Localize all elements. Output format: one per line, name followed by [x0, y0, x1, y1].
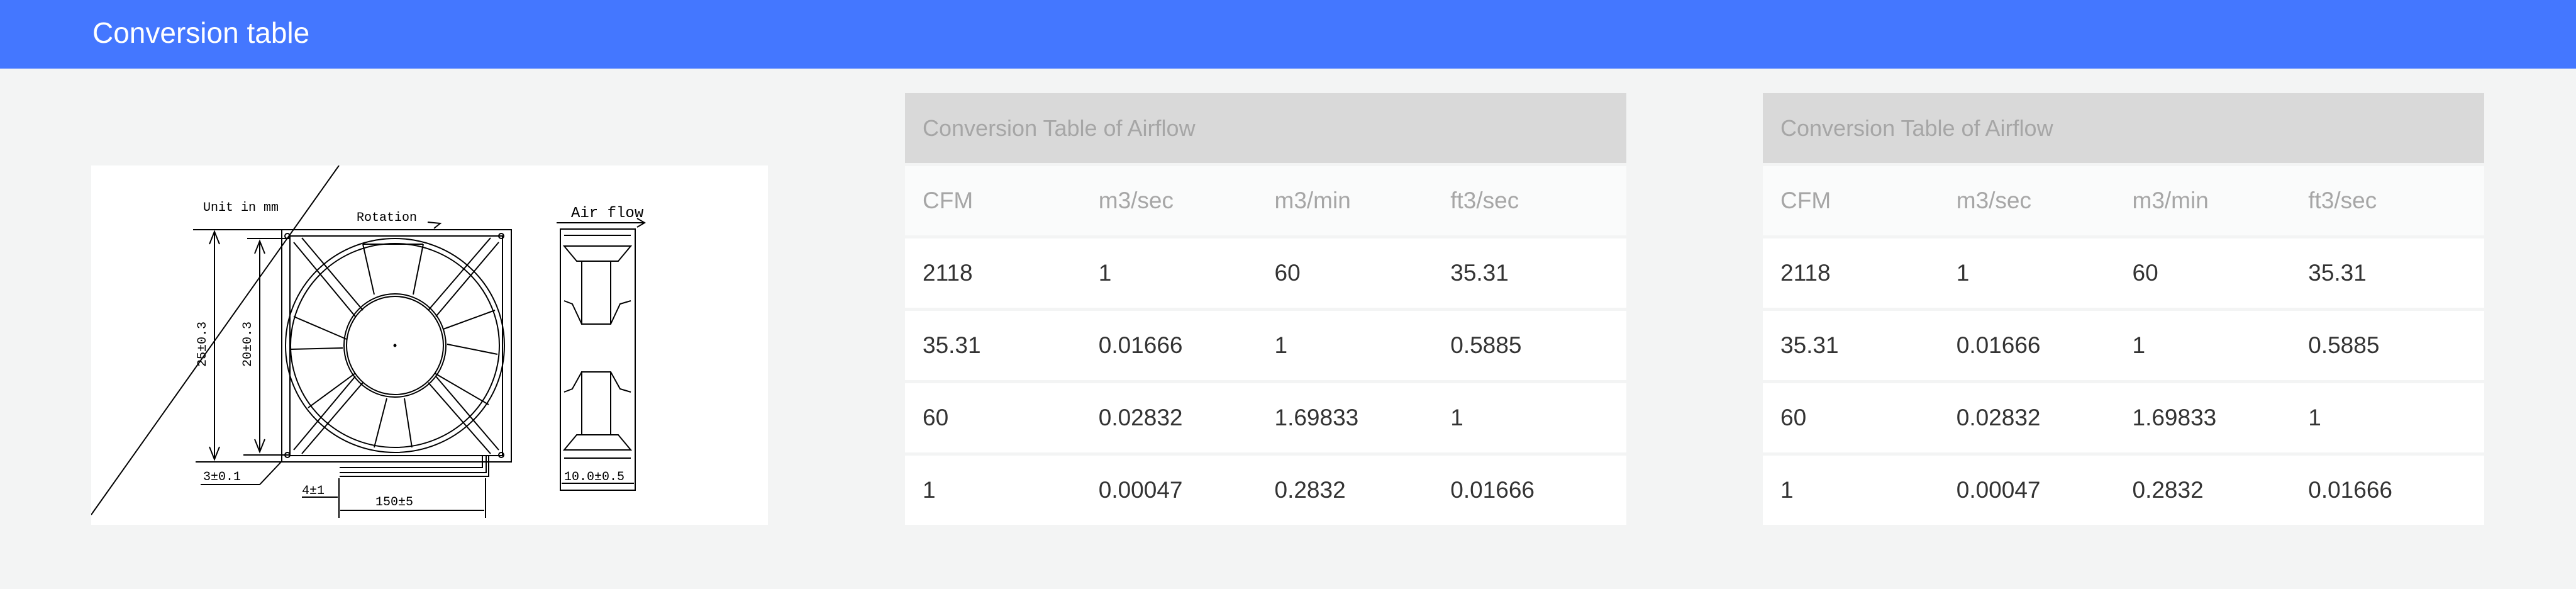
- table-header-row: CFM m3/sec m3/min ft3/sec: [1763, 166, 2484, 235]
- table-cell: 2118: [1780, 260, 1831, 286]
- table-cell: 35.31: [2308, 260, 2367, 286]
- dim-outer-label: 25±0.3: [196, 322, 210, 367]
- fan-dimension-diagram: Unit in mm Rotation 25±0.3 20±0.3: [91, 165, 768, 525]
- dim-depth-label: 10.0±0.5: [564, 470, 625, 485]
- table-title: Conversion Table of Airflow: [905, 93, 1626, 163]
- dim-wire-length-label: 150±5: [375, 495, 413, 510]
- table-cell: 60: [923, 405, 949, 430]
- column-header: CFM: [923, 188, 974, 213]
- table-cell: 1: [1780, 477, 1794, 503]
- dim-hole-label: 3±0.1: [203, 470, 241, 485]
- table-cell: 0.01666: [1450, 477, 1535, 503]
- table-cell: 1: [1098, 260, 1112, 286]
- table-cell: 60: [2132, 260, 2158, 286]
- table-row: 1 0.00047 0.2832 0.01666: [905, 456, 1626, 525]
- airflow-conversion-table-2: Conversion Table of Airflow CFM m3/sec m…: [1763, 93, 2484, 525]
- table-cell: 35.31: [923, 332, 981, 358]
- table-cell: 1: [2308, 405, 2321, 430]
- table-row: 60 0.02832 1.69833 1: [905, 383, 1626, 452]
- table-cell: 1: [1956, 260, 1970, 286]
- table-cell: 0.02832: [1956, 405, 2041, 430]
- table-cell: 0.00047: [1098, 477, 1183, 503]
- rotation-label: Rotation: [357, 211, 417, 225]
- airflow-label: Air flow: [571, 205, 644, 222]
- table-cell: 0.01666: [2308, 477, 2392, 503]
- unit-label: Unit in mm: [203, 201, 279, 215]
- airflow-conversion-table-1: Conversion Table of Airflow CFM m3/sec m…: [905, 93, 1626, 525]
- table-cell: 2118: [923, 260, 973, 286]
- table-cell: 1: [2132, 332, 2146, 358]
- table-cell: 1: [1450, 405, 1463, 430]
- table-cell: 35.31: [1780, 332, 1839, 358]
- table-cell: 35.31: [1450, 260, 1509, 286]
- table-cell: 0.5885: [1450, 332, 1522, 358]
- table-cell: 0.2832: [2132, 477, 2204, 503]
- table-row: 2118 1 60 35.31: [905, 238, 1626, 308]
- table-cell: 0.02832: [1098, 405, 1183, 430]
- table-row: 60 0.02832 1.69833 1: [1763, 383, 2484, 452]
- dim-inner-label: 20±0.3: [241, 322, 255, 367]
- table-cell: 1.69833: [1274, 405, 1359, 430]
- table-cell: 0.00047: [1956, 477, 2041, 503]
- dim-wire-offset-label: 4±1: [302, 484, 325, 498]
- column-header: m3/sec: [1098, 188, 1174, 213]
- table-cell: 0.2832: [1274, 477, 1346, 503]
- table-header-row: CFM m3/sec m3/min ft3/sec: [905, 166, 1626, 235]
- table-cell: 1.69833: [2132, 405, 2217, 430]
- table-row: 1 0.00047 0.2832 0.01666: [1763, 456, 2484, 525]
- column-header: CFM: [1780, 188, 1831, 213]
- table-cell: 60: [1274, 260, 1301, 286]
- table-cell: 60: [1780, 405, 1807, 430]
- page-header: Conversion table: [0, 0, 2576, 69]
- table-row: 35.31 0.01666 1 0.5885: [905, 311, 1626, 380]
- table-cell: 0.5885: [2308, 332, 2380, 358]
- column-header: m3/sec: [1956, 188, 2032, 213]
- page-title: Conversion table: [92, 16, 310, 49]
- table-row: 2118 1 60 35.31: [1763, 238, 2484, 308]
- table-cell: 1: [1274, 332, 1288, 358]
- table-cell: 0.01666: [1098, 332, 1183, 358]
- table-title: Conversion Table of Airflow: [1763, 93, 2484, 163]
- table-cell: 1: [923, 477, 936, 503]
- table-cell: 0.01666: [1956, 332, 2041, 358]
- column-header: ft3/sec: [1450, 188, 1519, 213]
- column-header: m3/min: [2132, 188, 2209, 213]
- column-header: m3/min: [1274, 188, 1351, 213]
- column-header: ft3/sec: [2308, 188, 2377, 213]
- table-row: 35.31 0.01666 1 0.5885: [1763, 311, 2484, 380]
